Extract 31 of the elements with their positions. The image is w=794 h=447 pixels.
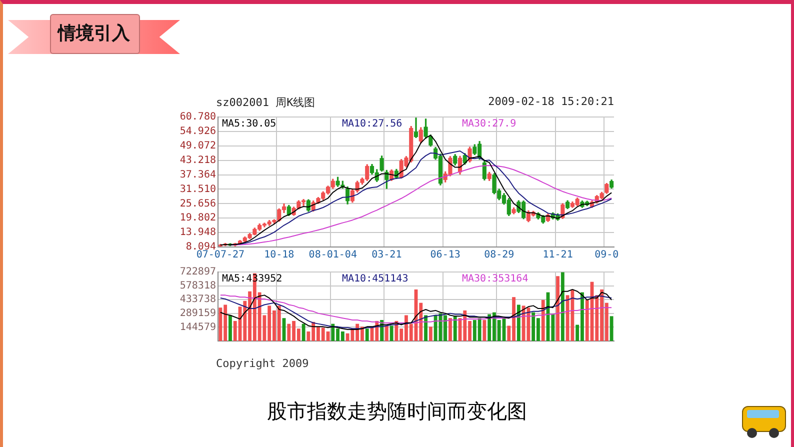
text: 股市指数走势随时间而变化图	[266, 398, 528, 425]
y-tick-label: 289159	[180, 308, 216, 319]
y-tick-label: 43.218	[180, 154, 216, 166]
y-tick-label: 433738	[180, 294, 216, 306]
y-tick-label: 49.072	[180, 140, 216, 152]
y-tick-label: 144579	[180, 322, 216, 333]
text: MA5:30.05	[222, 118, 276, 130]
y-tick-label: 25.656	[180, 198, 216, 210]
x-tick-label: 08-29	[484, 250, 514, 261]
text: MA30:27.9	[462, 118, 516, 130]
y-tick-label: 578318	[180, 280, 216, 292]
x-tick-label: 11-21	[542, 250, 573, 261]
text: MA10:451143	[342, 274, 408, 285]
x-tick-label: 08-01-04	[308, 250, 357, 261]
text: 情境引入	[50, 14, 138, 52]
chart-title: sz002001 周K线图	[216, 95, 316, 109]
text: 2009-02-18 15:20:21	[488, 95, 614, 109]
y-tick-label: 54.926	[180, 126, 216, 138]
x-tick-label: 03-21	[372, 250, 402, 261]
y-tick-label: 60.780	[180, 112, 216, 123]
x-tick-label: 09-0	[594, 250, 619, 261]
text: Copyright 2009	[216, 357, 309, 370]
y-tick-label: 37.364	[180, 169, 216, 180]
y-tick-label: 13.948	[180, 227, 216, 238]
y-tick-label: 19.802	[180, 212, 216, 224]
x-tick-label: 06-13	[430, 250, 460, 261]
y-tick-label: 722897	[180, 266, 216, 278]
x-tick-label: 10-18	[264, 250, 294, 261]
y-tick-label: 31.510	[180, 184, 216, 195]
text: MA10:27.56	[342, 118, 402, 130]
text: MA30:353164	[462, 274, 528, 285]
